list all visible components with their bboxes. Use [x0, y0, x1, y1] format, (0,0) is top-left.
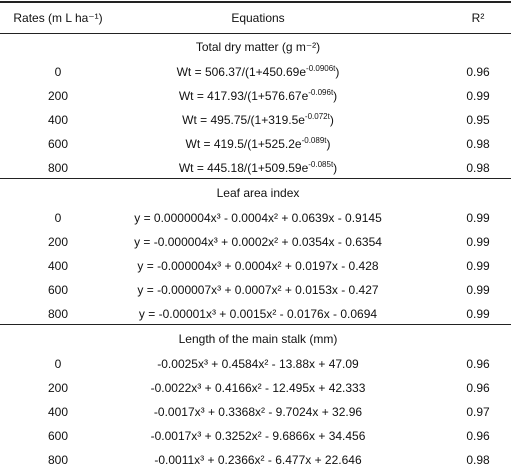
equation-text: ) [335, 64, 340, 79]
equation-text: y = -0.00001x³ + 0.0015x² - 0.0176x - 0.… [138, 307, 378, 322]
equation-cell: y = 0.0000004x³ - 0.0004x² + 0.0639x - 0… [134, 211, 382, 225]
rate-cell: 200 [47, 234, 69, 249]
rate-cell: 400 [47, 404, 69, 419]
section-title: Leaf area index [216, 186, 300, 200]
r2-cell: 0.98 [466, 453, 490, 468]
equation-cell: -0.0025x³ + 0.4584x² - 13.88x + 47.09 [157, 357, 358, 371]
equation-exponent: -0.072t [304, 111, 330, 121]
equation-cell: y = -0.000004x³ + 0.0004x² + 0.0197x - 0… [137, 259, 378, 273]
r2-cell: 0.96 [466, 429, 490, 444]
rate-cell: 600 [47, 283, 69, 298]
equation-cell: -0.0011x³ + 0.2366x² - 6.477x + 22.646 [154, 453, 361, 467]
equation-text: y = -0.000004x³ + 0.0004x² + 0.0197x - 0… [137, 258, 379, 273]
section-rule [0, 178, 511, 179]
section-title: Length of the main stalk (mm) [178, 332, 338, 346]
r2-cell: 0.98 [466, 161, 490, 176]
r2-cell: 0.96 [466, 380, 490, 395]
rate-cell: 200 [47, 88, 69, 103]
top-rule [0, 1, 511, 3]
equation-cell: Wt = 419.5/(1+525.2e-0.089t) [185, 136, 331, 152]
header-cell: Equations [231, 11, 285, 25]
r2-cell: 0.99 [466, 210, 490, 225]
r2-cell: 0.99 [466, 283, 490, 298]
equation-cell: -0.0017x³ + 0.3252x² - 9.6866x + 34.456 [151, 429, 366, 443]
equation-cell: Wt = 445.18/(1+509.59e-0.085t) [178, 160, 338, 176]
r2-cell: 0.99 [466, 258, 490, 273]
rate-cell: 400 [47, 258, 69, 273]
equation-text: -0.0011x³ + 0.2366x² - 6.477x + 22.646 [154, 453, 362, 468]
rate-cell: 600 [47, 137, 69, 152]
equation-text: ) [333, 161, 338, 176]
rate-cell: 800 [47, 453, 69, 468]
header-cell: Rates (m L ha⁻¹) [13, 11, 103, 25]
equation-exponent: -0.085t [308, 160, 334, 170]
equation-text: ) [333, 88, 338, 103]
equation-cell: Wt = 417.93/(1+576.67e-0.096t) [178, 87, 338, 103]
equation-exponent: -0.0906t [306, 63, 336, 73]
rate-cell: 0 [54, 64, 62, 79]
r2-cell: 0.95 [466, 112, 490, 127]
equation-text: -0.0017x³ + 0.3368x² - 9.7024x + 32.96 [153, 404, 363, 419]
r2-cell: 0.99 [466, 88, 490, 103]
equation-text: y = -0.000004x³ + 0.0002x² + 0.0354x - 0… [134, 234, 382, 249]
header-rule [0, 33, 511, 34]
equation-text: -0.0025x³ + 0.4584x² - 13.88x + 47.09 [157, 356, 359, 371]
r2-cell: 0.96 [466, 64, 490, 79]
section-rule [0, 324, 511, 325]
equation-cell: y = -0.00001x³ + 0.0015x² - 0.0176x - 0.… [139, 307, 377, 321]
equation-text: Wt = 419.5/(1+525.2e [185, 137, 302, 152]
rate-cell: 600 [47, 429, 69, 444]
equation-text: Wt = 417.93/(1+576.67e [178, 88, 309, 103]
equation-text: Wt = 495.75/(1+319.5e [182, 112, 305, 127]
equation-text: y = 0.0000004x³ - 0.0004x² + 0.0639x - 0… [134, 210, 382, 225]
equation-cell: -0.0022x³ + 0.4166x² - 12.495x + 42.333 [151, 381, 366, 395]
r2-cell: 0.96 [466, 356, 490, 371]
r2-cell: 0.98 [466, 137, 490, 152]
r2-cell: 0.97 [466, 404, 490, 419]
rate-cell: 800 [47, 307, 69, 322]
header-cell: R² [471, 11, 485, 25]
equation-cell: y = -0.000007x³ + 0.0007x² + 0.0153x - 0… [137, 283, 378, 297]
equation-text: y = -0.000007x³ + 0.0007x² + 0.0153x - 0… [137, 283, 379, 298]
equation-cell: Wt = 495.75/(1+319.5e-0.072t) [182, 111, 334, 127]
rate-cell: 0 [54, 210, 62, 225]
equation-text: Wt = 445.18/(1+509.59e [178, 161, 309, 176]
r2-cell: 0.99 [466, 307, 490, 322]
equation-exponent: -0.089t [301, 136, 327, 146]
rate-cell: 400 [47, 112, 69, 127]
equation-cell: y = -0.000004x³ + 0.0002x² + 0.0354x - 0… [134, 235, 382, 249]
equation-text: -0.0017x³ + 0.3252x² - 9.6866x + 34.456 [150, 429, 366, 444]
equation-cell: -0.0017x³ + 0.3368x² - 9.7024x + 32.96 [154, 405, 362, 419]
section-title: Total dry matter (g m⁻²) [195, 40, 321, 54]
equation-exponent: -0.096t [308, 87, 334, 97]
rate-cell: 0 [54, 356, 62, 371]
rate-cell: 800 [47, 161, 69, 176]
equation-cell: Wt = 506.37/(1+450.69e-0.0906t) [176, 63, 340, 79]
equation-text: ) [326, 137, 331, 152]
equation-text: Wt = 506.37/(1+450.69e [176, 64, 307, 79]
equation-text: -0.0022x³ + 0.4166x² - 12.495x + 42.333 [150, 380, 366, 395]
equation-text: ) [329, 112, 334, 127]
r2-cell: 0.99 [466, 234, 490, 249]
rate-cell: 200 [47, 380, 69, 395]
